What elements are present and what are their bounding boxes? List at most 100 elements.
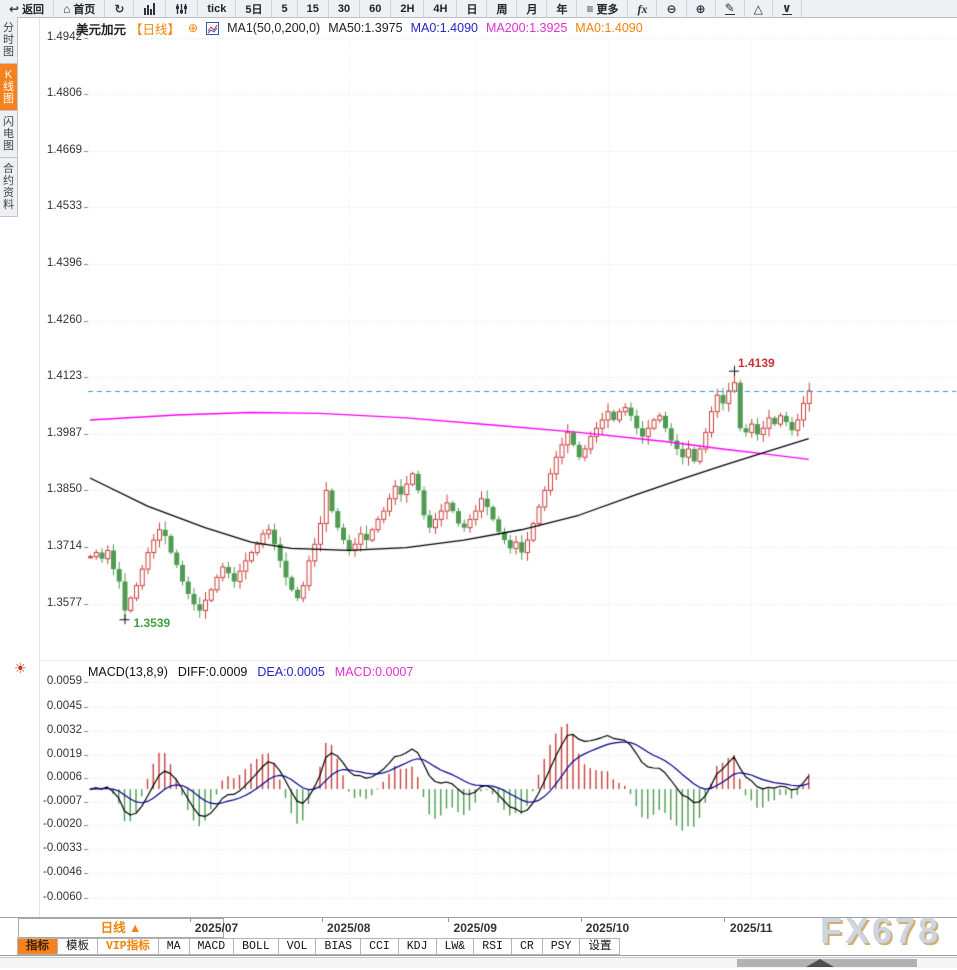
price-axis-label: 1.4123 [46,370,82,383]
interval-5d[interactable]: 5日 [236,0,273,17]
time-axis-label: 2025/10 [585,921,630,935]
interval-60-label: 60 [369,2,382,15]
interval-5[interactable]: 5 [272,0,298,17]
interval-2h-label: 2H [400,2,415,15]
ma50-value: MA50:1.3975 [328,21,403,35]
interval-tick-label: tick [207,2,227,15]
triangle-icon: △ [753,1,763,16]
indicator-tab-BIAS[interactable]: BIAS [315,938,362,955]
home-button[interactable]: ⌂ 首页 [54,0,106,17]
period-selector-button[interactable]: 日线 ▲ [18,918,224,938]
time-axis-label: 2025/11 [729,921,773,935]
refresh-button[interactable]: ↻ [105,0,135,17]
sidebar-tab-合约资料[interactable]: 合约资料 [0,158,18,217]
more-button[interactable]: ≡ 更多 [577,0,629,17]
price-axis-label: 1.3850 [46,483,82,496]
indicator-tab-指标[interactable]: 指标 [17,938,58,955]
interval-4h[interactable]: 4H [424,0,458,17]
fx-icon: fx [637,1,648,16]
formula-button[interactable]: fx [628,0,658,17]
macd-axis-label: 0.0032 [46,724,82,736]
indicator-tab-CCI[interactable]: CCI [360,938,399,955]
indicator-tab-MA[interactable]: MA [157,938,190,955]
indicator-tab-VOL[interactable]: VOL [277,938,317,955]
interval-day[interactable]: 日 [457,0,488,17]
interval-60[interactable]: 60 [360,0,392,17]
macd-axis-label: -0.0020 [42,818,82,831]
add-indicator-icon[interactable]: ⊕ [188,21,199,35]
refresh-icon: ↻ [114,1,125,16]
time-axis-label: 2025/08 [327,921,371,935]
indicator-tab-设置[interactable]: 设置 [579,938,621,955]
pencil-icon: ✎ [724,1,735,15]
price-axis-label: 1.4669 [46,144,82,157]
chart-type-tabs: 分时图 K线图 闪电图 合约资料 [0,17,18,217]
zoom-out-icon: ⊖ [666,1,677,16]
price-axis-label: 1.4942 [46,31,82,43]
price-axis-label: 1.4806 [46,87,82,100]
scrollbar-arrow-icon[interactable] [806,959,834,967]
interval-year[interactable]: 年 [547,0,578,17]
time-axis-tick [189,918,191,922]
interval-month[interactable]: 月 [517,0,548,17]
low-price-annotation: 1.3539 [133,616,171,631]
macd-axis-label: 0.0006 [46,771,82,784]
macd-diff-value: DIFF:0.0009 [177,665,248,679]
interval-5-label: 5 [281,2,288,15]
price-axis-label: 1.3714 [46,539,82,552]
price-axis-label: 1.3987 [46,426,82,439]
indicator-tab-MACD[interactable]: MACD [188,938,235,955]
macd-axis-label: 0.0019 [46,747,82,760]
shape-button[interactable]: △ [745,0,773,17]
draw-button[interactable]: ✎ [716,0,745,17]
more-button-label: 更多 [596,3,619,16]
chart-style-button[interactable] [134,0,167,17]
zoom-in-button[interactable]: ⊕ [687,0,716,17]
bar-chart-icon [143,2,156,15]
time-axis-tick [580,918,582,922]
interval-year-label: 年 [556,3,568,16]
interval-week-label: 周 [496,3,508,16]
interval-month-label: 月 [526,3,538,16]
interval-week[interactable]: 周 [487,0,518,17]
macd-axis-label: -0.0007 [42,794,82,807]
horizontal-scrollbar[interactable] [0,957,957,968]
time-axis-tick [321,918,323,922]
indicator-tab-KDJ[interactable]: KDJ [397,938,437,955]
home-button-label: 首页 [73,3,96,16]
zoom-out-button[interactable]: ⊖ [657,0,687,17]
interval-2h[interactable]: 2H [391,0,425,17]
ma0-orange-value: MA0:1.4090 [575,21,643,35]
interval-30-label: 30 [337,2,351,15]
indicator-tab-VIP指标[interactable]: VIP指标 [97,938,159,955]
macd-axis-label: -0.0033 [42,841,82,854]
interval-15[interactable]: 15 [298,0,329,17]
watermark: FX678 [820,910,942,951]
indicator-tab-RSI[interactable]: RSI [473,938,512,955]
macd-value: MACD:0.0007 [334,665,414,679]
macd-axis-label: 0.0059 [46,675,82,687]
indicator-settings-icon[interactable]: ☀ [14,660,27,676]
indicator-settings-button[interactable] [166,0,199,17]
macd-axis-label: -0.0060 [42,891,82,903]
interval-day-label: 日 [466,3,478,16]
sidebar-tab-分时图[interactable]: 分时图 [0,17,18,64]
indicator-tab-PSY[interactable]: PSY [541,938,581,955]
indicator-tab-BOLL[interactable]: BOLL [233,938,279,955]
indicator-tab-LW&[interactable]: LW& [435,938,475,955]
indicator-tab-CR[interactable]: CR [510,938,543,955]
interval-tick[interactable]: tick [198,0,237,17]
back-button[interactable]: ↩ 返回 [0,0,55,17]
interval-4h-label: 4H [433,2,448,15]
price-axis-label: 1.3577 [46,596,82,609]
macd-dea-value: DEA:0.0005 [257,665,325,679]
indicator-tab-模板[interactable]: 模板 [57,938,98,955]
shape-more-button[interactable]: ∨ [773,0,802,17]
back-icon: ↩ [9,1,20,16]
sidebar-tab-闪电图[interactable]: 闪电图 [0,111,18,158]
interval-30[interactable]: 30 [329,0,361,17]
sliders-icon [175,3,188,15]
sidebar-tab-K线图[interactable]: K线图 [0,64,18,111]
